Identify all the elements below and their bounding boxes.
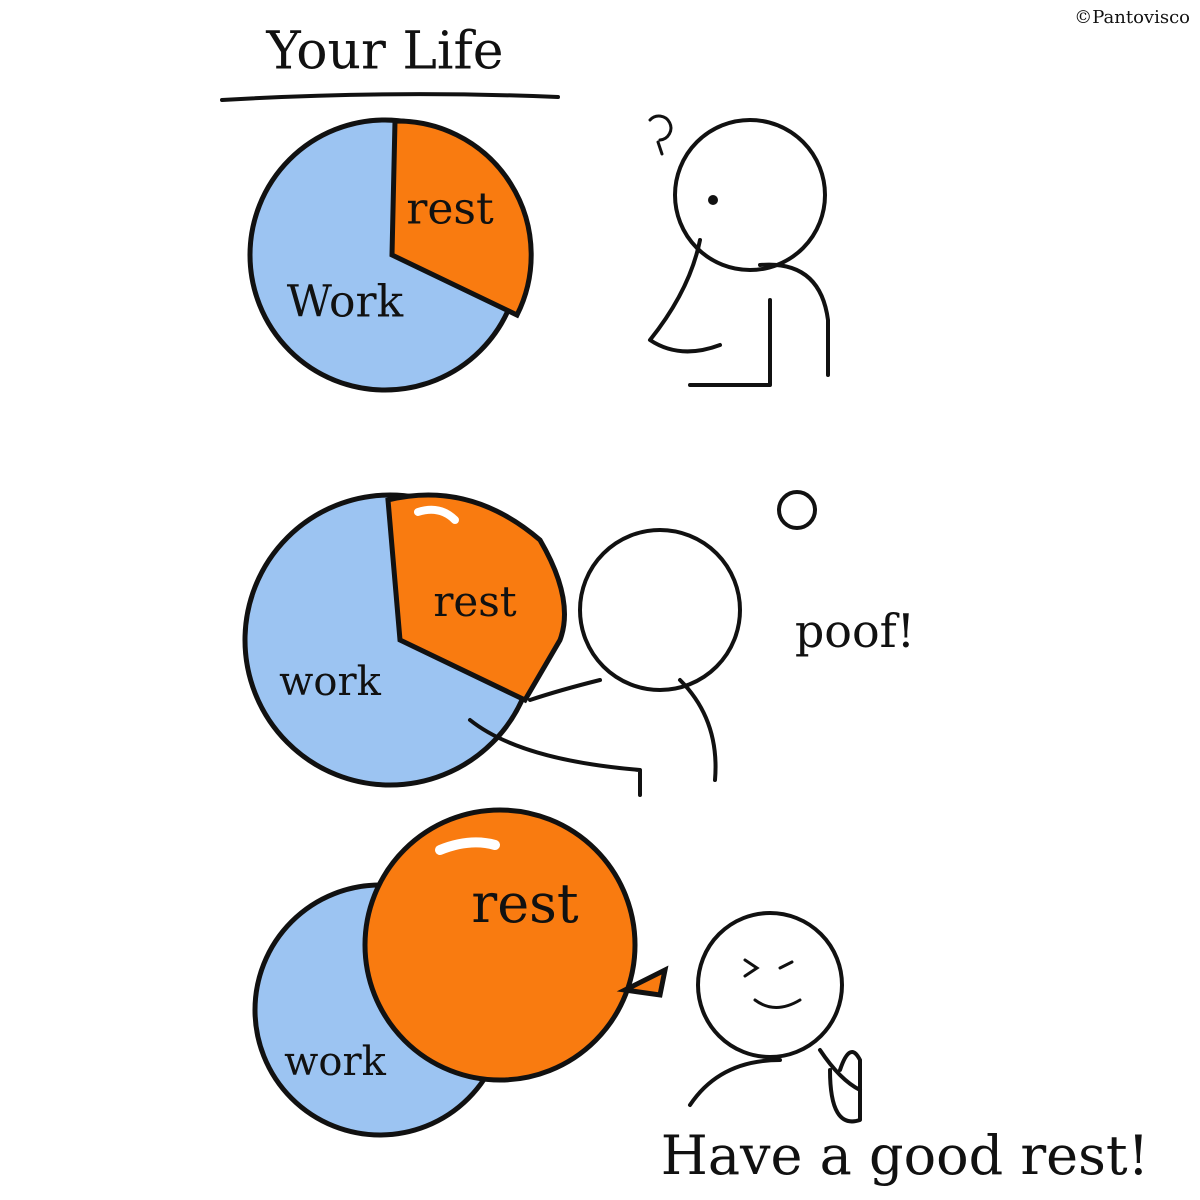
rest-label: rest — [406, 184, 494, 235]
caption: Have a good rest! — [661, 1124, 1149, 1187]
blower-body — [468, 678, 718, 797]
winker-face — [743, 958, 802, 1009]
title: Your Life — [265, 22, 503, 82]
question-mark — [648, 114, 673, 156]
rest-label: rest — [433, 577, 516, 626]
thinker-body — [648, 238, 830, 387]
thinker-head — [673, 118, 827, 272]
highlight — [435, 837, 500, 855]
winker-body — [688, 1048, 862, 1124]
rest-slice — [389, 118, 534, 319]
sound: poof! — [795, 604, 915, 658]
blower-head — [578, 528, 742, 692]
eye — [708, 195, 718, 205]
winker-head — [696, 911, 844, 1059]
highlight — [414, 505, 459, 524]
credit: ©Pantovisco — [1074, 7, 1190, 28]
balloon-knot — [616, 965, 669, 998]
panel-1: rest Work — [247, 114, 830, 393]
rest-balloon — [362, 807, 638, 1083]
panel-3: rest work Have a good rest! — [252, 807, 1149, 1187]
panel-2: rest work poof! — [242, 490, 915, 797]
lightbulb — [777, 490, 817, 530]
title-underline — [220, 92, 560, 102]
rest-label: rest — [471, 872, 578, 935]
work-label: work — [284, 1039, 386, 1085]
work-label: work — [279, 659, 381, 705]
rest-slice — [385, 492, 567, 704]
work-label: Work — [287, 277, 404, 328]
